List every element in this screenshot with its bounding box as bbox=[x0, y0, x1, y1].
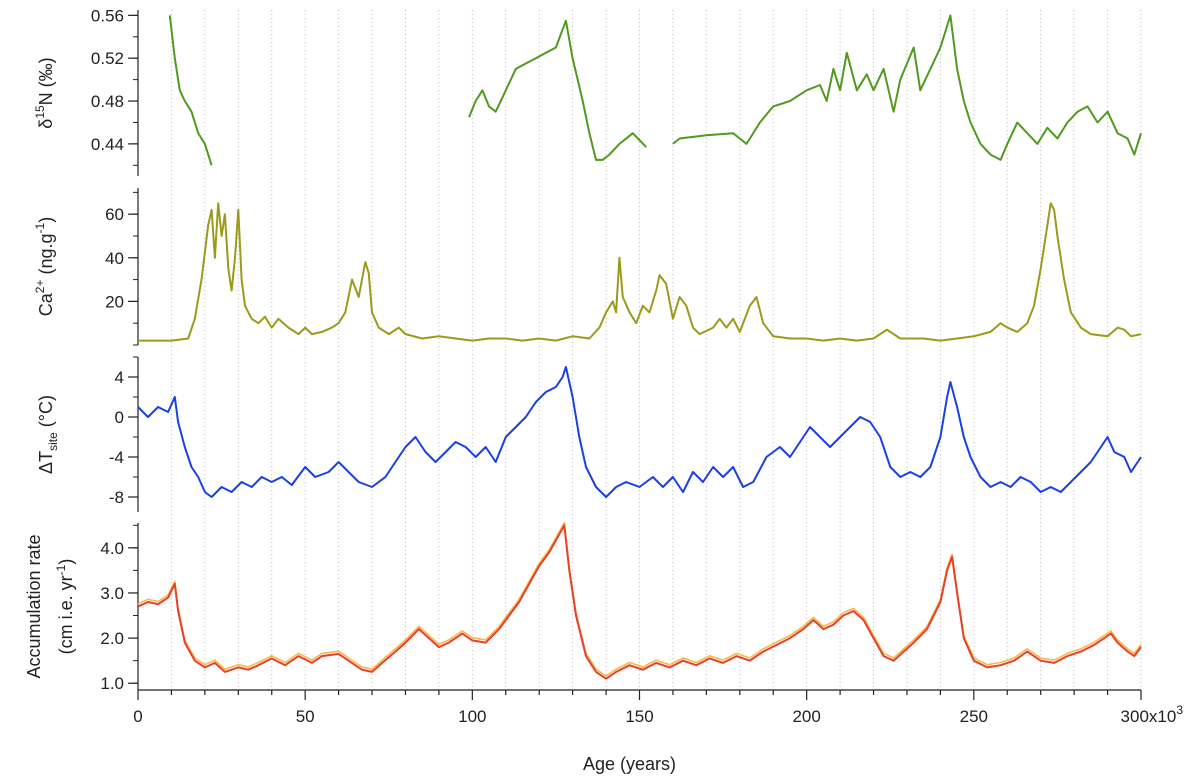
acc-ylabel-line1: Accumulation rate bbox=[24, 534, 44, 678]
ca-tick-label: 40 bbox=[105, 249, 124, 268]
acc-series-secondary-0 bbox=[137, 521, 1142, 677]
acc-tick-label: 4.0 bbox=[100, 539, 124, 558]
x-tick-label: 50 bbox=[296, 707, 315, 726]
x-tick-label: 100 bbox=[458, 707, 486, 726]
ca-series-line-0 bbox=[138, 202, 1142, 342]
panel-ca: 60 40 20 Ca2+ (ng.g-1) bbox=[33, 188, 1142, 346]
acc-tick-label: 2.0 bbox=[100, 629, 124, 648]
vertical-gridlines bbox=[170, 10, 1142, 690]
acc-tick-label: 3.0 bbox=[100, 584, 124, 603]
d15n-series-line-0 bbox=[168, 15, 213, 166]
acc-series-line-0 bbox=[137, 524, 1142, 680]
x-axis: 0 50 100 150 200 250 300x103 Age (years) bbox=[133, 689, 1184, 774]
d15n-tick-label: 0.44 bbox=[91, 135, 124, 154]
x-axis-label: Age (years) bbox=[583, 754, 676, 774]
d15n-tick-label: 0.52 bbox=[91, 49, 124, 68]
panel-d15n: 0.56 0.52 0.48 0.44 δ15N (‰) bbox=[33, 6, 1142, 176]
ca-tick-label: 20 bbox=[105, 292, 124, 311]
x-tick-label: 150 bbox=[625, 707, 653, 726]
dt-tick-label: 4 bbox=[115, 368, 124, 387]
dt-tick-label: -4 bbox=[109, 448, 124, 467]
panel-acc: 4.0 3.0 2.0 1.0 Accumulation rate (cm i.e. yr… bbox=[24, 521, 1142, 693]
acc-ylabel-line2: (cm i.e. yr-1) bbox=[54, 559, 76, 655]
ca-ylabel: Ca2+ (ng.g-1) bbox=[33, 217, 56, 316]
dt-ylabel: ΔTsite (°C) bbox=[36, 395, 60, 474]
d15n-ylabel: δ15N (‰) bbox=[33, 57, 56, 128]
x-tick-label: 0 bbox=[133, 707, 142, 726]
d15n-tick-label: 0.56 bbox=[91, 6, 124, 25]
d15n-tick-label: 0.48 bbox=[91, 92, 124, 111]
x-tick-label-last: 300x103 bbox=[1121, 703, 1184, 726]
x-tick-label: 200 bbox=[792, 707, 820, 726]
x-tick-label: 250 bbox=[960, 707, 988, 726]
d15n-series-line-2 bbox=[672, 14, 1142, 161]
dt-series-line-0 bbox=[137, 366, 1142, 498]
acc-tick-label: 1.0 bbox=[100, 674, 124, 693]
ca-tick-label: 60 bbox=[105, 205, 124, 224]
dt-tick-label: -8 bbox=[109, 488, 124, 507]
d15n-series-line-1 bbox=[468, 19, 647, 161]
dt-tick-label: 0 bbox=[115, 408, 124, 427]
panel-dt: 4 0 -4 -8 ΔTsite (°C) bbox=[36, 356, 1142, 512]
